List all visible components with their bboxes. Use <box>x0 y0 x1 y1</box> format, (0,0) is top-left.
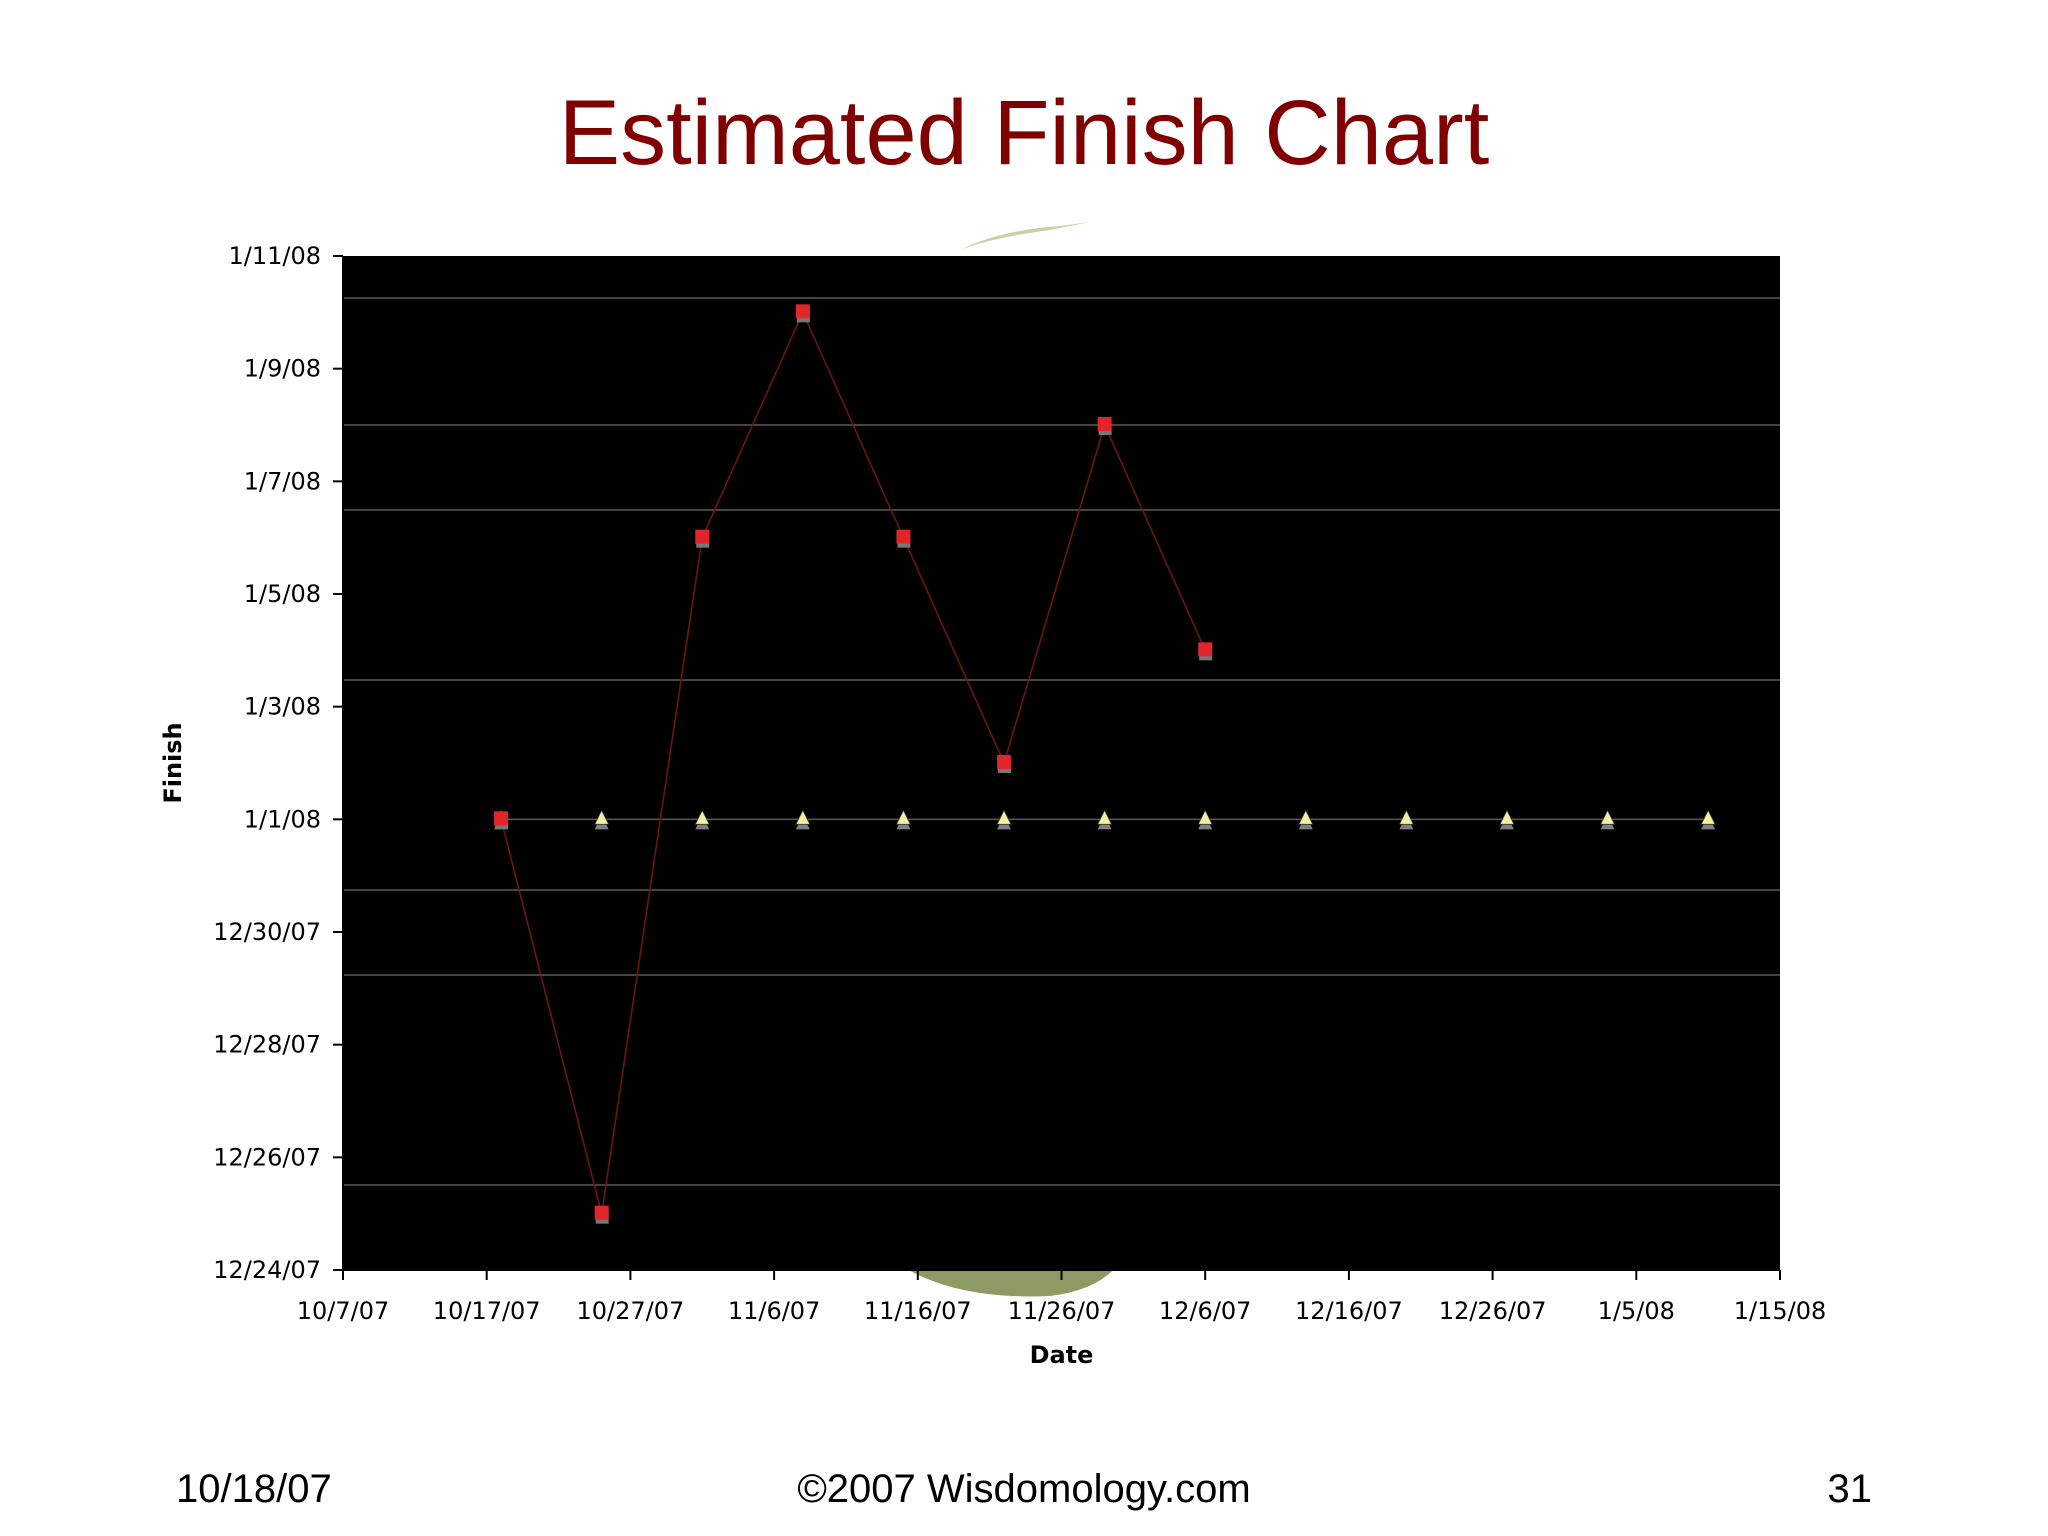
page-number: 31 <box>1827 1467 1873 1511</box>
data-point <box>1599 809 1616 825</box>
x-tick-label: 10/17/07 <box>433 1297 541 1325</box>
x-tick-label: 10/27/07 <box>577 1297 685 1325</box>
data-point <box>895 809 912 825</box>
y-tick-label: 12/28/07 <box>213 1031 321 1059</box>
x-tick-label: 12/6/07 <box>1159 1297 1252 1325</box>
data-point <box>1097 417 1112 431</box>
x-tick-label: 11/6/07 <box>728 1297 821 1325</box>
data-point <box>795 304 810 319</box>
y-axis-label: Finish <box>159 722 187 803</box>
x-tick-label: 1/5/08 <box>1598 1297 1675 1325</box>
data-point <box>795 809 811 825</box>
series-line <box>500 310 1206 1214</box>
data-point <box>594 1205 609 1220</box>
series-layer <box>493 304 1716 1224</box>
x-tick-label: 1/15/08 <box>1734 1297 1827 1325</box>
data-point <box>997 755 1012 769</box>
slide-title: Estimated Finish Chart <box>558 82 1490 184</box>
y-tick-label: 12/24/07 <box>213 1256 321 1284</box>
x-tick-label: 10/7/07 <box>297 1297 390 1325</box>
y-tick-label: 1/3/08 <box>244 693 321 721</box>
data-point <box>1398 809 1415 825</box>
data-point <box>695 529 710 544</box>
y-tick-label: 1/11/08 <box>228 242 321 270</box>
data-point <box>1096 809 1113 825</box>
y-tick-label: 1/1/08 <box>244 805 321 833</box>
data-point <box>494 811 509 826</box>
axes: 12/24/07 12/26/07 12/28/07 12/30/07 1/1/08 1/… <box>213 242 1826 1325</box>
plot-background-streaks <box>343 297 1780 1186</box>
series-triangle <box>493 809 1716 830</box>
data-point <box>694 809 710 825</box>
data-point <box>1298 809 1314 825</box>
data-point <box>1700 809 1716 825</box>
x-tick-label: 12/26/07 <box>1439 1297 1547 1325</box>
x-tick-label: 11/16/07 <box>864 1297 972 1325</box>
data-point <box>896 529 911 544</box>
x-tick-label: 11/26/07 <box>1008 1297 1116 1325</box>
data-point <box>1198 642 1213 657</box>
footer-date: 10/18/07 <box>176 1467 332 1511</box>
y-tick-label: 1/5/08 <box>244 580 321 608</box>
y-tick-label: 1/7/08 <box>244 467 321 495</box>
y-tick-label: 12/30/07 <box>213 918 321 946</box>
data-point <box>1499 809 1515 825</box>
data-point <box>996 809 1012 825</box>
y-tick-label: 1/9/08 <box>244 355 321 383</box>
data-point <box>1197 809 1213 825</box>
x-tick-label: 12/16/07 <box>1295 1297 1403 1325</box>
footer-copyright: ©2007 Wisdomology.com <box>797 1467 1251 1511</box>
plot-area <box>343 256 1780 1270</box>
series-square <box>494 304 1213 1224</box>
data-point <box>594 809 610 825</box>
y-tick-label: 12/26/07 <box>213 1143 321 1171</box>
x-axis-label: Date <box>1030 1341 1094 1369</box>
decoration-leaf-top <box>960 222 1090 250</box>
